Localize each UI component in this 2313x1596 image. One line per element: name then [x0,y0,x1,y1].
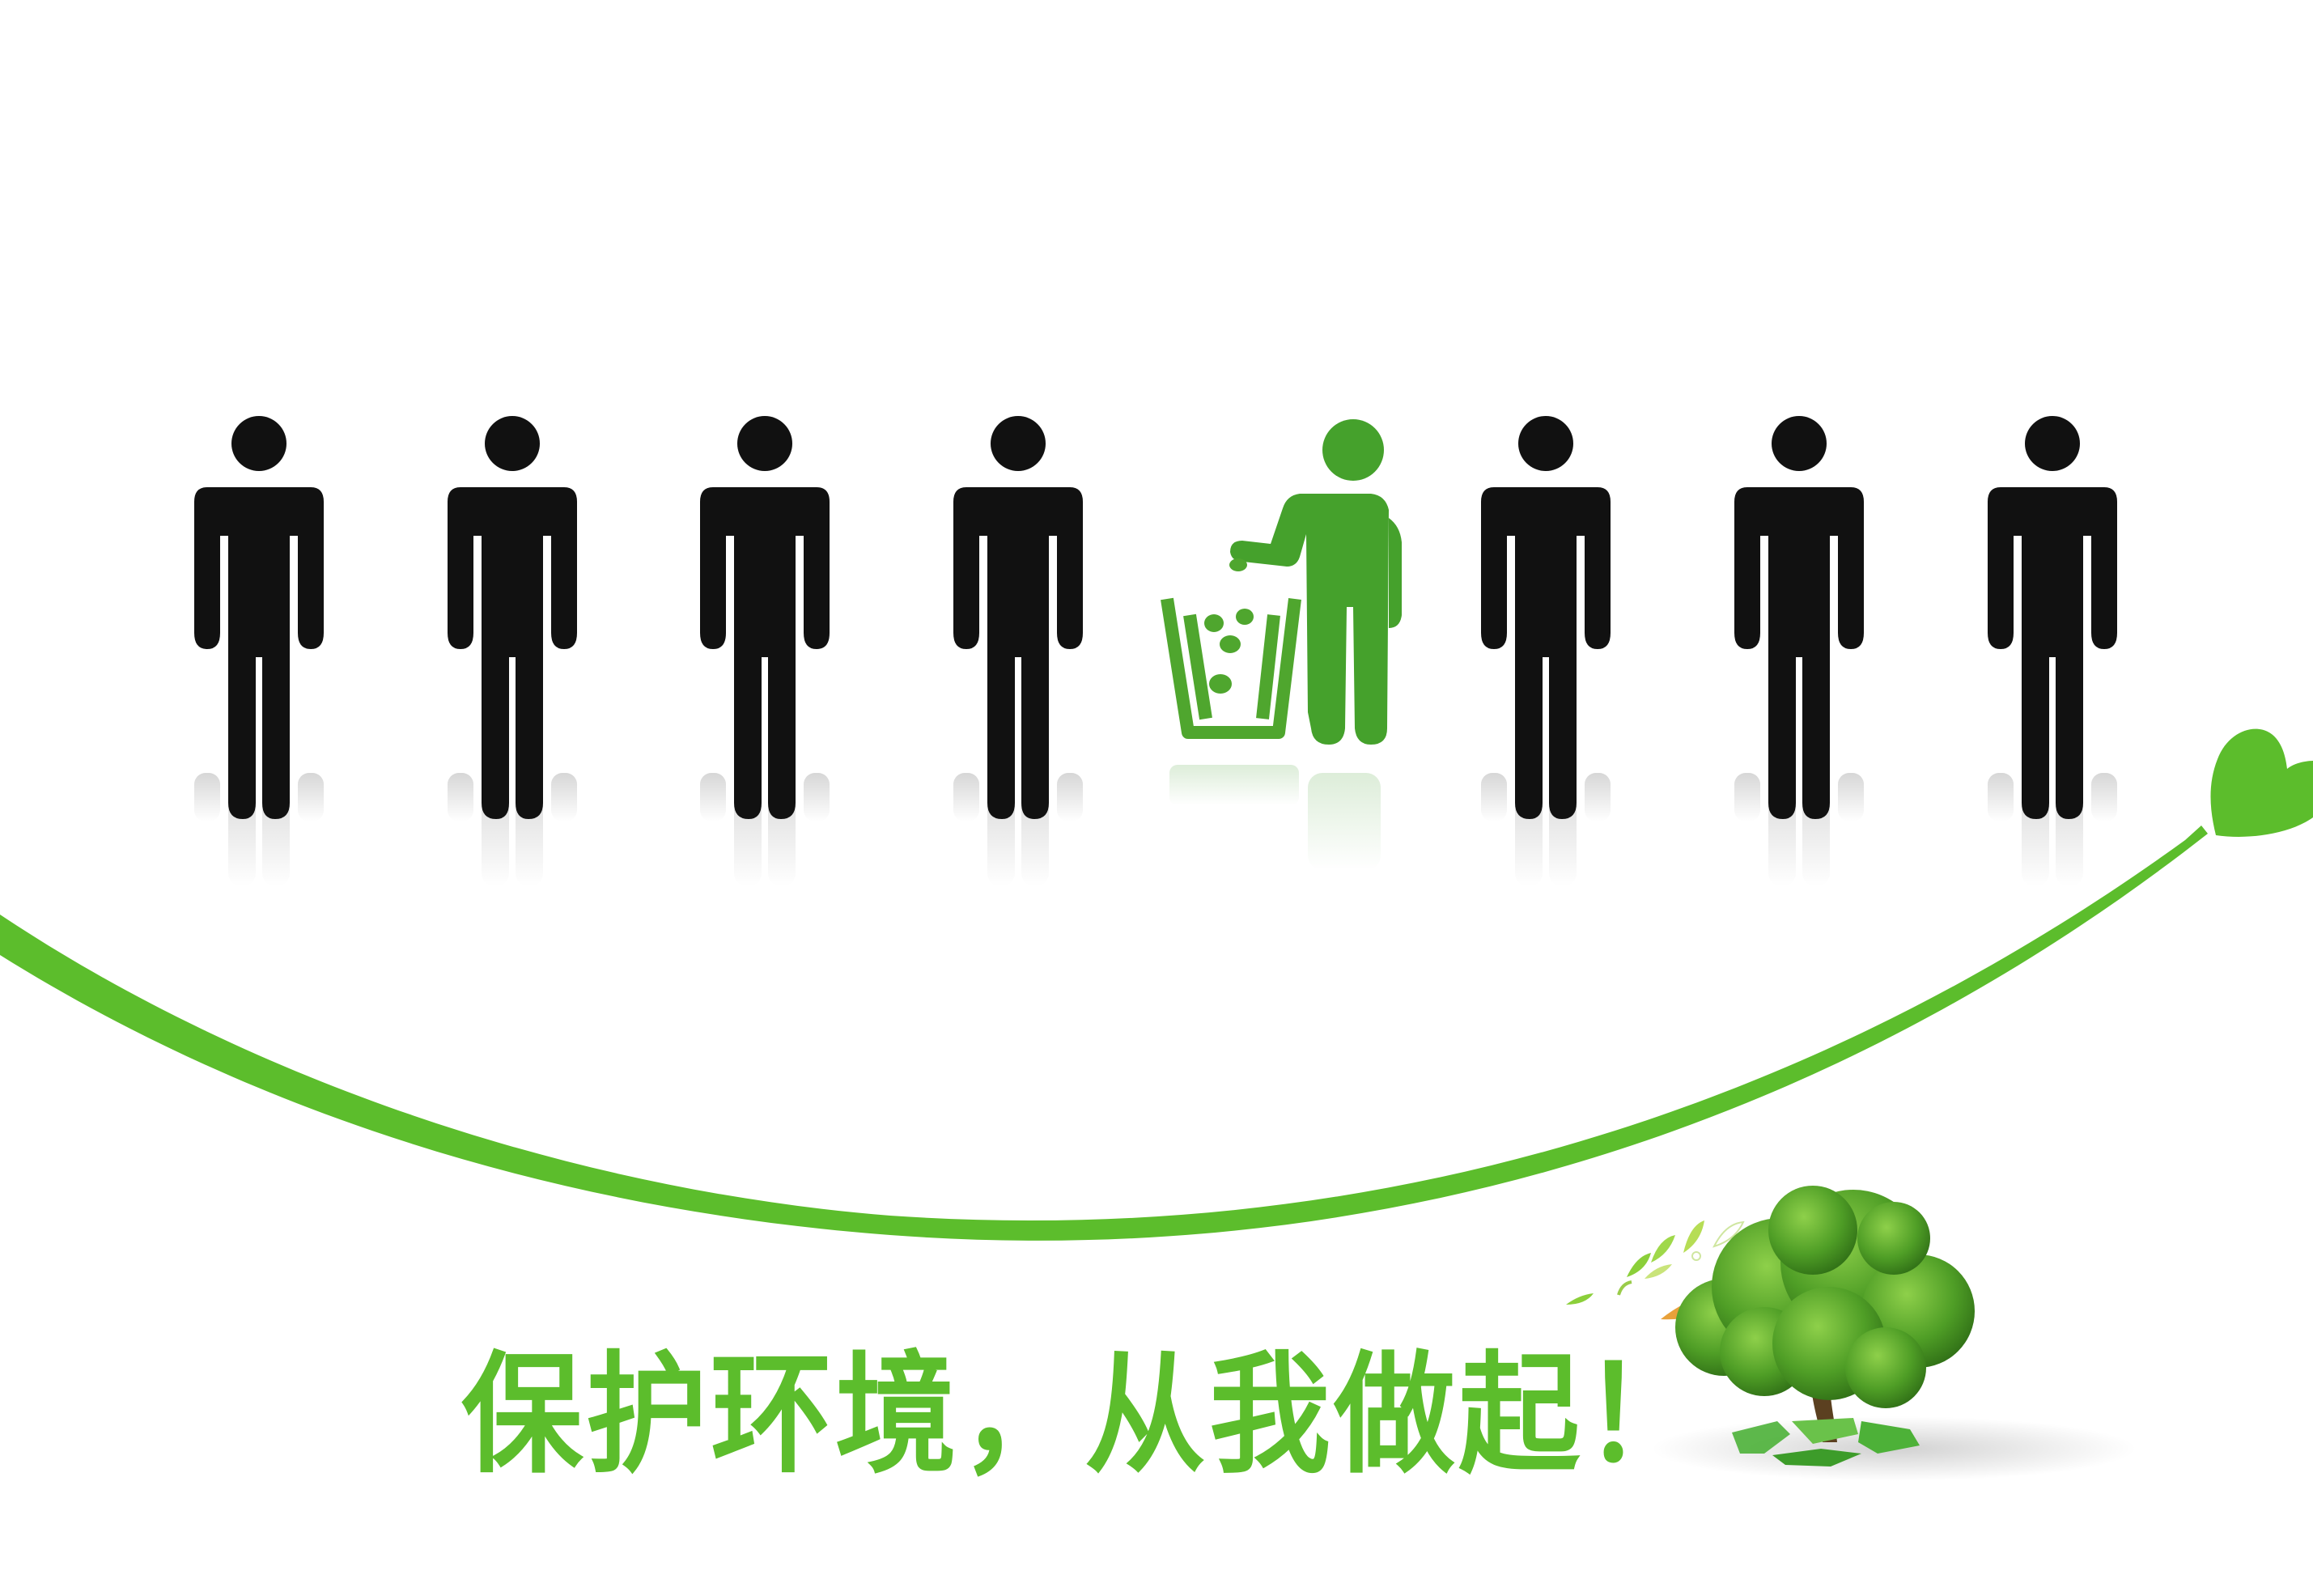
falling-litter-icon [1204,558,1254,694]
person-figure-1 [194,416,324,819]
heart-icon [2210,728,2313,837]
person-figure-2 [448,416,577,819]
recycle-icon [1732,1418,1920,1467]
person-figure-8 [1988,416,2117,819]
person-recycling-icon [1230,419,1402,745]
slogan-text: 保护环境，从我做起！ [461,1337,1708,1492]
person-figure-6 [1481,416,1611,819]
person-figure-4 [953,416,1083,819]
tree-icon [1651,1186,2137,1481]
trash-bin-icon [1161,597,1301,739]
person-figure-3 [700,416,830,819]
person-figure-7 [1734,416,1864,819]
green-swoosh-curve [0,826,2208,1241]
figure-reflections [194,765,2117,886]
